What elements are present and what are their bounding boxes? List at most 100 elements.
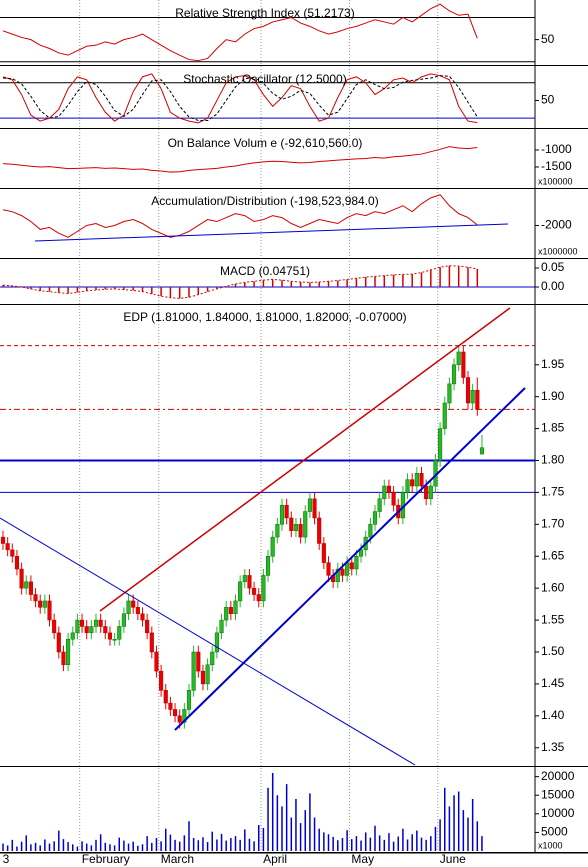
bar xyxy=(113,845,116,851)
bar xyxy=(364,832,367,851)
candle-body xyxy=(75,619,80,634)
bar xyxy=(169,834,172,851)
candle-body xyxy=(307,498,312,512)
candle-body xyxy=(233,600,238,614)
candle-body xyxy=(270,536,275,557)
bar xyxy=(295,798,297,851)
candle-body xyxy=(219,619,224,634)
candle-body xyxy=(121,613,126,627)
y-tick-label: 15000 xyxy=(541,787,575,801)
candle-body xyxy=(173,709,178,717)
y-tick-label: 20000 xyxy=(541,769,575,783)
bar xyxy=(104,842,107,851)
bar xyxy=(448,265,451,288)
bar xyxy=(262,280,265,288)
bar xyxy=(337,840,339,851)
indicator-line xyxy=(2,75,478,122)
indicator-line xyxy=(2,194,478,238)
y-tick-label: 50 xyxy=(541,93,555,107)
bar xyxy=(253,841,255,851)
candle-body xyxy=(52,619,57,634)
bar xyxy=(383,275,386,288)
bar xyxy=(392,841,395,851)
bar xyxy=(471,798,474,851)
marks-layer xyxy=(0,3,484,851)
bar xyxy=(169,287,172,298)
bar xyxy=(118,837,120,851)
candle-body xyxy=(317,517,322,544)
bar xyxy=(95,839,97,851)
bar xyxy=(234,836,237,851)
candle-body xyxy=(47,600,52,621)
bar xyxy=(262,827,265,851)
bar xyxy=(378,835,381,851)
bar xyxy=(2,843,4,851)
candle-body xyxy=(19,568,24,589)
bar xyxy=(141,844,144,851)
bar xyxy=(39,287,41,291)
bar xyxy=(397,836,399,851)
bar xyxy=(48,287,51,292)
x-tick-label: June xyxy=(440,852,466,866)
candle-body xyxy=(80,619,85,627)
bar xyxy=(476,821,479,851)
bar xyxy=(430,269,432,288)
bar xyxy=(216,287,218,289)
bar xyxy=(225,286,227,288)
bar xyxy=(467,817,469,851)
bar xyxy=(146,836,148,851)
bar xyxy=(416,830,418,851)
bar xyxy=(327,281,330,288)
bar xyxy=(90,845,93,851)
y-tick-label: 1.55 xyxy=(541,612,565,626)
bar xyxy=(151,287,153,294)
x-tick-label: March xyxy=(161,852,194,866)
bar xyxy=(20,287,23,288)
candle-body xyxy=(293,524,298,531)
candle-body xyxy=(126,600,131,614)
panel-title: MACD (0.04751) xyxy=(220,264,310,278)
bar xyxy=(332,836,334,851)
bar xyxy=(355,836,358,851)
candle-body xyxy=(61,651,66,666)
candle-body xyxy=(89,626,94,634)
bar xyxy=(355,278,358,288)
candle-body xyxy=(419,473,424,487)
bar xyxy=(225,840,227,851)
bar xyxy=(281,280,283,288)
y-tick-label: 1.65 xyxy=(541,548,565,562)
candle-body xyxy=(5,543,10,551)
candle-body xyxy=(414,473,419,487)
candle-body xyxy=(56,632,61,653)
candle-body xyxy=(345,562,350,576)
y-tick-label: 1.85 xyxy=(541,421,565,435)
bar xyxy=(188,287,190,298)
y-tick-label: 1.95 xyxy=(541,357,565,371)
bar xyxy=(411,834,413,851)
bar xyxy=(439,267,441,288)
bar xyxy=(406,839,409,851)
bar xyxy=(309,282,311,288)
bar xyxy=(430,836,432,851)
candle-body xyxy=(24,581,29,589)
panel-title: EDP (1.81000, 1.84000, 1.81000, 1.82000,… xyxy=(123,310,406,324)
labels-layer: 3 February March April May June Relative Stren… xyxy=(3,6,578,866)
bar xyxy=(151,842,153,851)
candle-body xyxy=(312,498,317,519)
candle-body xyxy=(238,581,243,602)
candle-body xyxy=(386,485,391,493)
candle-body xyxy=(321,543,326,563)
candle-body xyxy=(98,619,103,627)
bar xyxy=(230,837,232,851)
y-tick-label: 10000 xyxy=(541,806,575,820)
candle-body xyxy=(442,402,447,429)
bar xyxy=(132,287,134,291)
bar xyxy=(123,287,125,290)
candle-body xyxy=(196,651,201,672)
bar xyxy=(25,835,27,851)
bar xyxy=(351,839,353,851)
bar xyxy=(420,837,423,851)
bar xyxy=(271,279,274,288)
